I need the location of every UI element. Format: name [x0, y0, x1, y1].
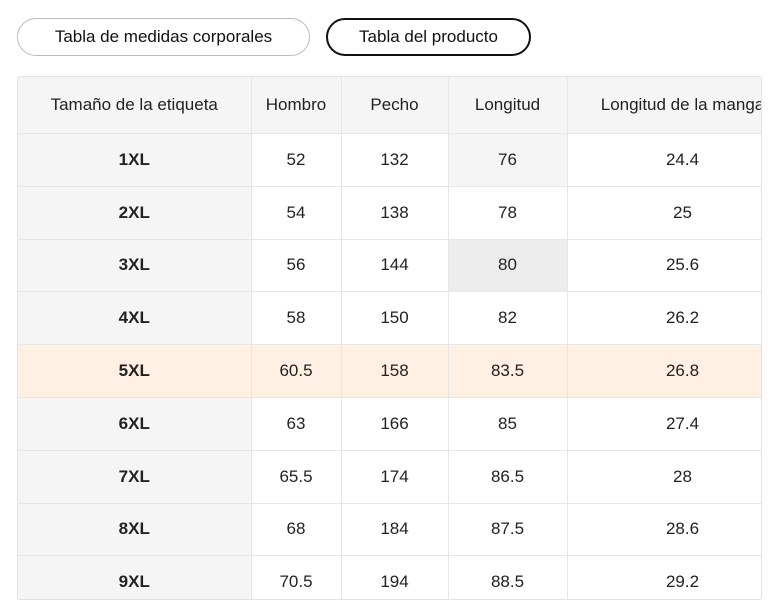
measurement-cell: 25 — [567, 186, 761, 240]
table-row: 5XL 60.5 158 83.5 26.8 — [18, 344, 761, 398]
measurement-cell: 144 — [341, 239, 449, 293]
measurement-cell: 85 — [448, 397, 568, 451]
measurement-cell: 26.8 — [567, 344, 761, 398]
tab-button[interactable]: Tabla de medidas corporales — [17, 18, 310, 56]
size-label-cell: 1XL — [18, 133, 252, 187]
measurement-cell: 184 — [341, 503, 449, 557]
measurement-cell: 52 — [251, 133, 342, 187]
table-row: 6XL 63 166 85 27.4 — [18, 397, 761, 451]
table-row: 9XL 70.5 194 88.5 29.2 — [18, 555, 761, 599]
table-row: 1XL 52 132 76 24.4 — [18, 133, 761, 187]
measurement-cell: 28.6 — [567, 503, 761, 557]
measurement-cell: 60.5 — [251, 344, 342, 398]
header-cell: Longitud — [448, 77, 568, 134]
header-cell: Pecho — [341, 77, 449, 134]
size-label-cell: 9XL — [18, 555, 252, 599]
measurement-cell: 132 — [341, 133, 449, 187]
measurement-cell: 70.5 — [251, 555, 342, 599]
measurement-cell: 56 — [251, 239, 342, 293]
size-label-cell: 2XL — [18, 186, 252, 240]
measurement-cell: 27.4 — [567, 397, 761, 451]
measurement-cell: 58 — [251, 291, 342, 346]
measurement-cell: 78 — [448, 186, 568, 240]
size-label-cell: 5XL — [18, 344, 252, 398]
measurement-cell: 174 — [341, 450, 449, 504]
measurement-cell: 83.5 — [448, 344, 568, 398]
measurement-cell: 87.5 — [448, 503, 568, 557]
measurement-cell: 63 — [251, 397, 342, 451]
measurement-cell: 82 — [448, 291, 568, 346]
measurement-cell: 24.4 — [567, 133, 761, 187]
size-table: Tamaño de la etiqueta Hombro Pecho Longitud… — [18, 77, 761, 599]
table-row: 3XL 56 144 80 25.6 — [18, 239, 761, 293]
header-cell: Longitud de la manga — [567, 77, 761, 134]
measurement-cell: 158 — [341, 344, 449, 398]
size-label-cell: 4XL — [18, 291, 252, 346]
size-label-cell: 3XL — [18, 239, 252, 293]
measurement-cell: 29.2 — [567, 555, 761, 599]
measurement-cell: 65.5 — [251, 450, 342, 504]
measurement-cell: 25.6 — [567, 239, 761, 293]
measurement-cell: 28 — [567, 450, 761, 504]
measurement-cell: 26.2 — [567, 291, 761, 346]
measurement-cell: 68 — [251, 503, 342, 557]
size-label-cell: 6XL — [18, 397, 252, 451]
measurement-cell: 86.5 — [448, 450, 568, 504]
table-row: 2XL 54 138 78 25 — [18, 186, 761, 240]
header-cell: Tamaño de la etiqueta — [18, 77, 252, 134]
measurement-cell: 166 — [341, 397, 449, 451]
measurement-cell: 138 — [341, 186, 449, 240]
tab-button[interactable]: Tabla del producto — [326, 18, 531, 56]
measurement-cell: 54 — [251, 186, 342, 240]
measurement-cell: 76 — [448, 133, 568, 187]
header-row: Tamaño de la etiqueta Hombro Pecho Longitud… — [18, 77, 761, 134]
size-label-cell: 7XL — [18, 450, 252, 504]
table-row: 7XL 65.5 174 86.5 28 — [18, 450, 761, 504]
table-container: Tamaño de la etiqueta Hombro Pecho Longitud… — [17, 76, 762, 600]
header-cell: Hombro — [251, 77, 342, 134]
table-row: 4XL 58 150 82 26.2 — [18, 291, 761, 346]
measurement-cell: 88.5 — [448, 555, 568, 599]
size-label-cell: 8XL — [18, 503, 252, 557]
measurement-cell: 194 — [341, 555, 449, 599]
table-row: 8XL 68 184 87.5 28.6 — [18, 503, 761, 557]
measurement-cell: 150 — [341, 291, 449, 346]
measurement-cell: 80 — [448, 239, 568, 293]
